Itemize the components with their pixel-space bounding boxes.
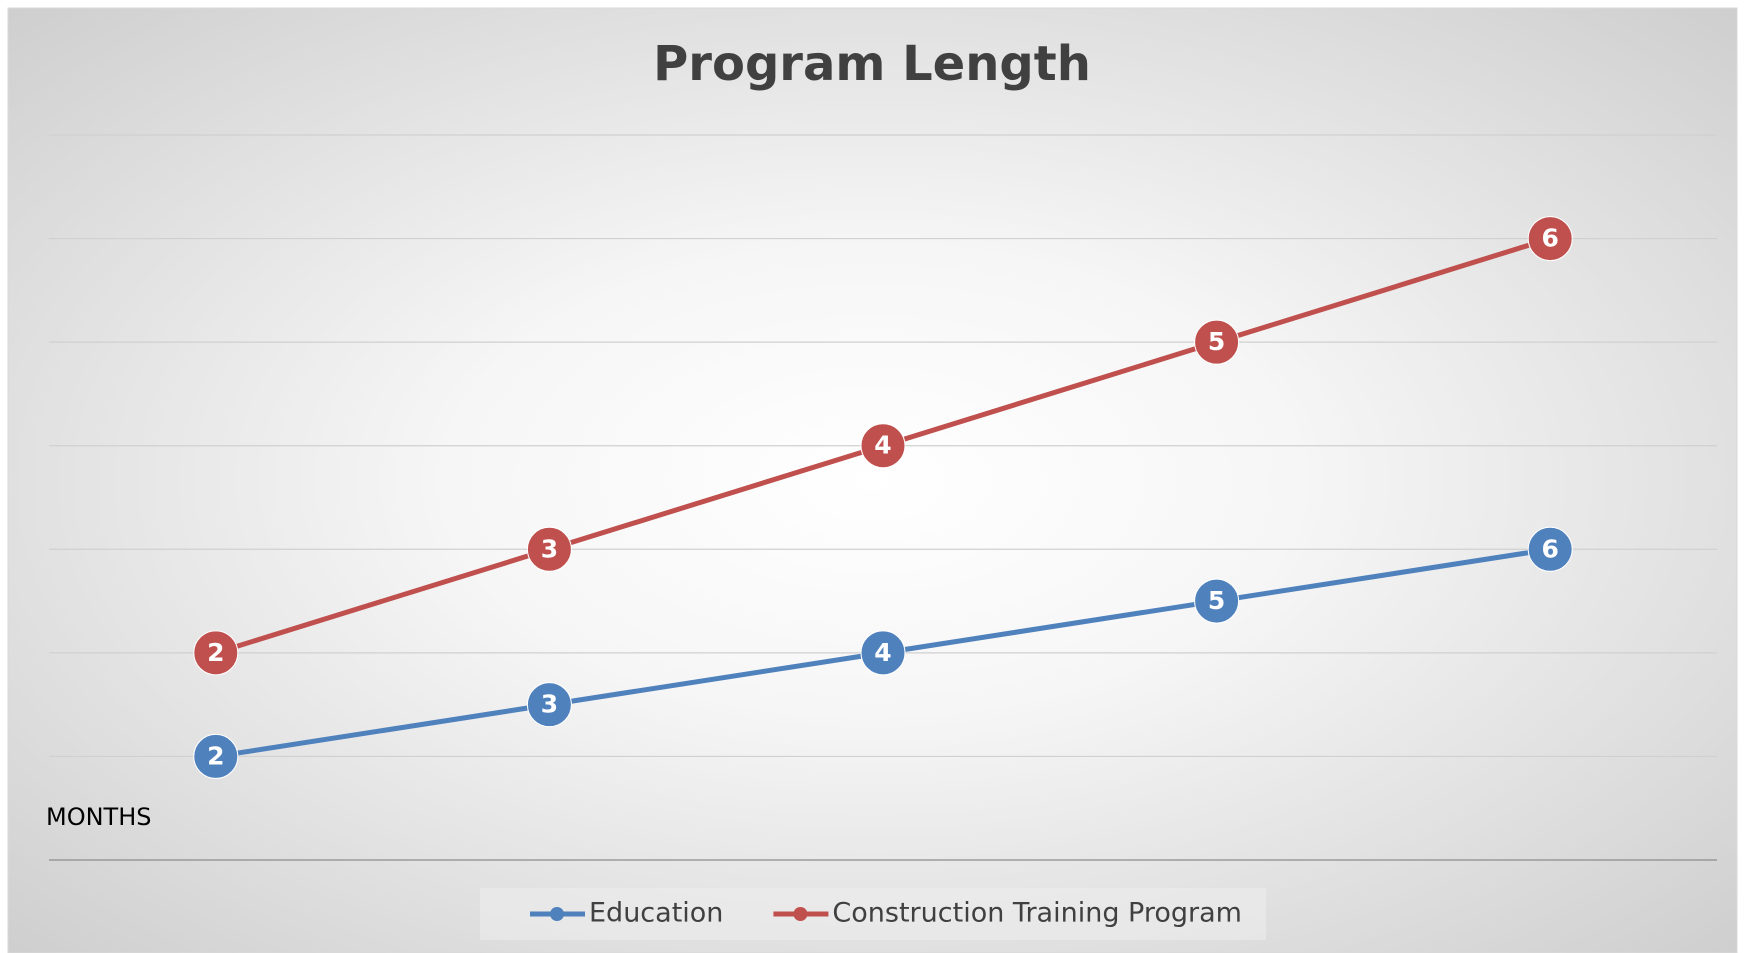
y-axis-label: MONTHS [46,803,152,831]
data-label: 3 [541,534,558,563]
data-point [193,630,239,676]
data-point [860,423,906,469]
data-label: 5 [1208,586,1225,615]
data-point [860,630,906,676]
legend-label: Construction Training Program [832,898,1242,929]
legend-label: Education [589,898,723,929]
data-label: 4 [874,431,891,460]
chart-background [7,7,1738,953]
data-label: 4 [874,638,891,667]
data-point [526,682,572,728]
legend-marker [550,907,564,921]
data-point [1527,216,1573,262]
data-point [1527,526,1573,572]
data-point [526,526,572,572]
legend-marker [793,907,808,921]
data-label: 2 [207,638,224,667]
data-point [193,733,239,779]
data-label: 2 [207,741,224,770]
chart-title: Program Length [653,36,1091,92]
data-label: 3 [541,690,558,719]
legend-box [480,888,1266,940]
data-label: 6 [1541,534,1558,563]
data-label: 5 [1208,327,1225,356]
data-label: 6 [1541,224,1558,253]
data-point [1194,319,1240,365]
data-point [1194,578,1240,624]
